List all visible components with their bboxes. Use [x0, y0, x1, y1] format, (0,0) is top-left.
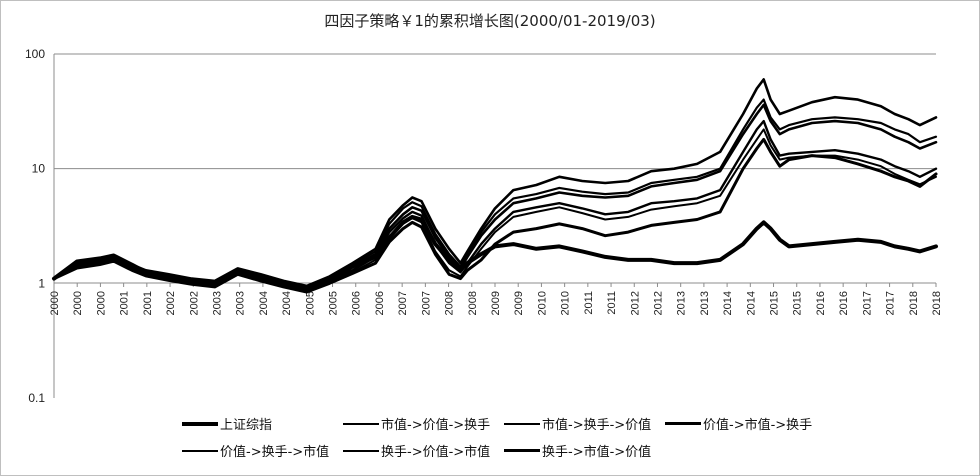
x-tick-label: 2012: [652, 291, 664, 315]
x-tick-label: 2015: [769, 291, 781, 315]
legend-swatch: [343, 422, 379, 425]
x-tick-label: 2005: [328, 291, 340, 315]
x-tick-label: 2009: [490, 291, 502, 315]
y-tick-labels: 0.1 1 10 100: [25, 47, 45, 405]
legend-item: 换手->市值->价值: [504, 441, 665, 460]
x-tick-label: 2011: [606, 291, 618, 315]
x-tick-label: 2012: [629, 291, 641, 315]
y-tick-label: 100: [25, 47, 45, 61]
legend-item: 换手->价值->市值: [343, 441, 504, 460]
x-tick-label: 2007: [397, 291, 409, 315]
x-tick-label: 2007: [420, 291, 432, 315]
x-tick-label: 2010: [560, 291, 572, 315]
x-tick-label: 2002: [165, 291, 177, 315]
legend: 上证综指 市值->价值->换手 市值->换手->价值 价值->市值->换手价值->换手…: [182, 414, 822, 460]
x-tick-label: 2002: [188, 291, 200, 315]
series-line-3: [52, 98, 938, 289]
legend-swatch: [182, 449, 218, 452]
x-tick-label: 2000: [72, 291, 84, 315]
x-tick-label: 2011: [583, 291, 595, 315]
legend-label: 市值->换手->价值: [542, 418, 652, 433]
legend-item: 上证综指: [182, 414, 343, 433]
x-tick-label: 2014: [722, 291, 734, 315]
x-tick-label: 2001: [142, 291, 154, 315]
legend-swatch: [504, 422, 540, 425]
x-tick-label: 2004: [281, 291, 293, 315]
x-tick-label: 2006: [351, 291, 363, 315]
x-tick-label: 2003: [211, 291, 223, 315]
series-line-7: [52, 137, 938, 294]
x-tick-label: 2000: [49, 291, 61, 315]
y-tick-label: 1: [38, 276, 45, 290]
legend-item: 市值->价值->换手: [343, 414, 504, 433]
legend-swatch: [665, 422, 701, 425]
x-tick-label: 2017: [885, 291, 897, 315]
series-line-4: [52, 103, 938, 290]
legend-item: 市值->换手->价值: [504, 414, 665, 433]
x-tick-label: 2014: [745, 291, 757, 315]
x-tick-label: 2016: [815, 291, 827, 315]
x-tick-label: 2004: [258, 291, 270, 315]
x-tick-label: 2001: [119, 291, 131, 315]
series-lines: [52, 78, 938, 294]
legend-label: 换手->市值->价值: [542, 445, 652, 460]
legend-swatch: [504, 449, 540, 452]
x-tick-label: 2010: [536, 291, 548, 315]
legend-swatch: [343, 449, 379, 452]
legend-label: 市值->价值->换手: [381, 418, 491, 433]
legend-label: 价值->换手->市值: [220, 445, 330, 460]
gridlines: [54, 53, 936, 170]
legend-swatch: [182, 421, 218, 426]
x-tick-label: 2008: [444, 291, 456, 315]
x-tick-label: 2016: [838, 291, 850, 315]
x-tick-label: 2008: [467, 291, 479, 315]
x-tick-label: 2017: [861, 291, 873, 315]
x-tick-label: 2013: [699, 291, 711, 315]
x-tick-label: 2018: [908, 291, 920, 315]
x-tick-label: 2005: [304, 291, 316, 315]
x-tick-labels: 2000 2000 2000 2001 2001 2002 2002 2003 2003 2004…: [49, 283, 943, 315]
x-tick-label: 2000: [95, 291, 107, 315]
x-tick-label: 2006: [374, 291, 386, 315]
x-tick-label: 2018: [931, 291, 943, 315]
legend-label: 上证综指: [220, 418, 273, 433]
x-tick-label: 2003: [235, 291, 247, 315]
chart-title: 四因子策略￥1的累积增长图(2000/01-2019/03): [324, 12, 656, 30]
legend-label: 价值->市值->换手: [703, 418, 813, 433]
y-tick-label: 10: [32, 162, 46, 176]
legend-item: 价值->换手->市值: [182, 441, 343, 460]
series-line-2: [52, 78, 938, 288]
legend-item: 价值->市值->换手: [665, 414, 826, 433]
x-tick-label: 2013: [676, 291, 688, 315]
x-tick-label: 2015: [792, 291, 804, 315]
legend-label: 换手->价值->市值: [381, 445, 491, 460]
x-tick-label: 2009: [513, 291, 525, 315]
y-tick-label: 0.1: [28, 391, 45, 405]
series-line-5: [52, 119, 938, 291]
